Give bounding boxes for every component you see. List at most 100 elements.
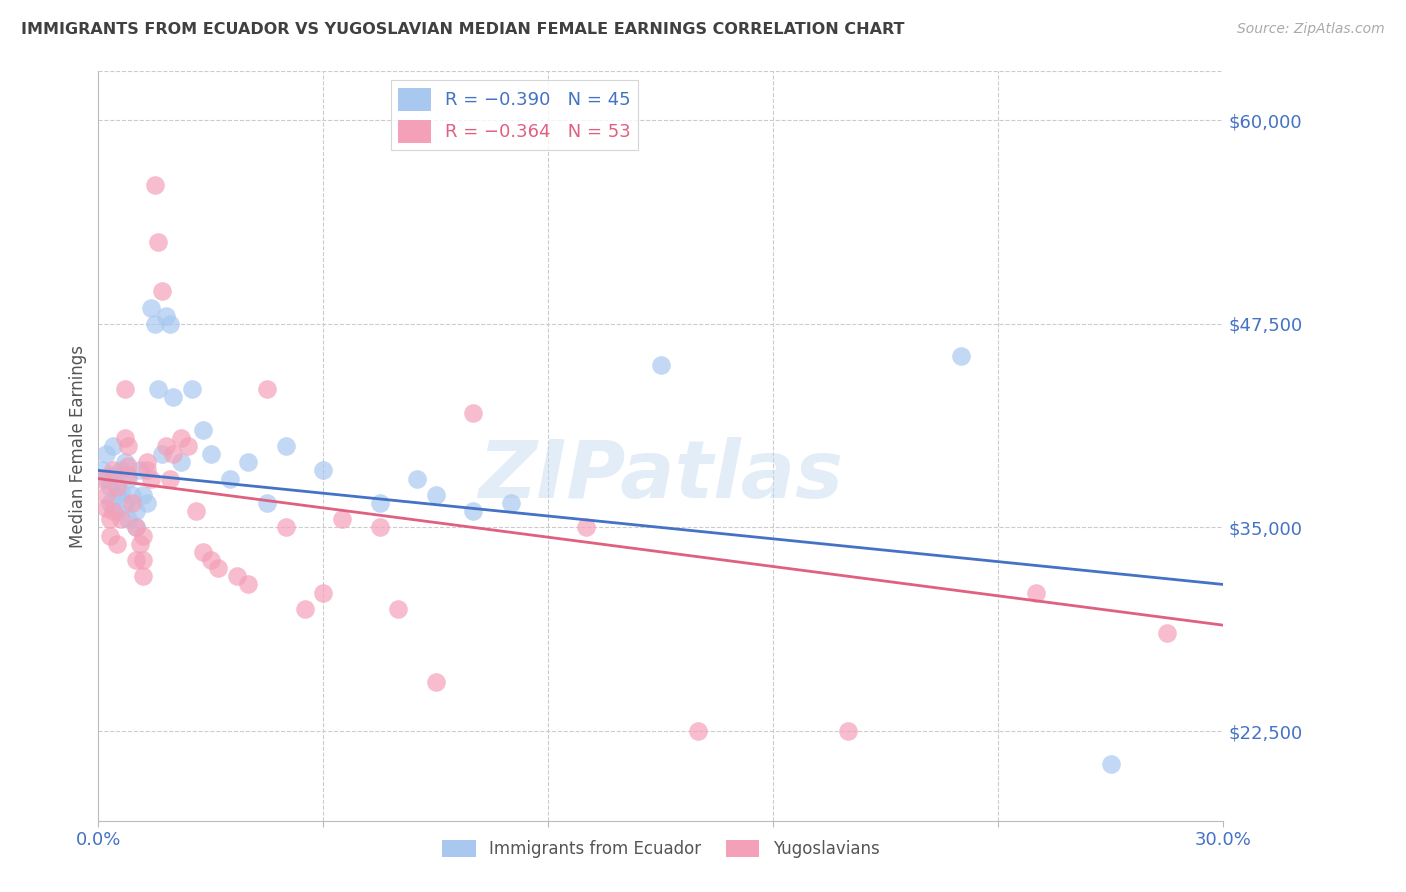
Point bbox=[1025, 585, 1047, 599]
Point bbox=[688, 724, 710, 739]
Point bbox=[114, 496, 136, 510]
Point bbox=[125, 504, 148, 518]
Point bbox=[162, 447, 184, 461]
Point bbox=[499, 496, 522, 510]
Point bbox=[238, 577, 260, 591]
Point bbox=[117, 512, 139, 526]
Point bbox=[125, 520, 148, 534]
Point bbox=[125, 553, 148, 567]
Point bbox=[159, 317, 181, 331]
Point bbox=[136, 455, 159, 469]
Point bbox=[226, 569, 249, 583]
Point bbox=[94, 472, 117, 486]
Point bbox=[274, 439, 297, 453]
Y-axis label: Median Female Earnings: Median Female Earnings bbox=[69, 344, 87, 548]
Point bbox=[98, 496, 121, 510]
Point bbox=[98, 512, 121, 526]
Point bbox=[105, 504, 128, 518]
Point bbox=[117, 458, 139, 473]
Point bbox=[218, 472, 240, 486]
Point bbox=[1156, 626, 1178, 640]
Point bbox=[368, 496, 391, 510]
Point bbox=[181, 382, 204, 396]
Point bbox=[200, 553, 222, 567]
Point bbox=[150, 285, 173, 299]
Point bbox=[94, 500, 117, 515]
Point bbox=[125, 520, 148, 534]
Point bbox=[117, 468, 139, 483]
Point bbox=[91, 463, 114, 477]
Point bbox=[110, 484, 132, 499]
Point bbox=[463, 504, 485, 518]
Point bbox=[148, 382, 170, 396]
Point bbox=[256, 496, 278, 510]
Point bbox=[105, 488, 128, 502]
Point bbox=[148, 235, 170, 250]
Point bbox=[91, 472, 114, 486]
Point bbox=[94, 488, 117, 502]
Point bbox=[121, 488, 143, 502]
Point bbox=[132, 488, 155, 502]
Legend: Immigrants from Ecuador, Yugoslavians: Immigrants from Ecuador, Yugoslavians bbox=[436, 833, 886, 864]
Point bbox=[128, 537, 150, 551]
Point bbox=[121, 496, 143, 510]
Point bbox=[170, 431, 193, 445]
Point bbox=[143, 178, 166, 193]
Point bbox=[98, 480, 121, 494]
Point bbox=[139, 472, 162, 486]
Point bbox=[312, 463, 335, 477]
Text: Source: ZipAtlas.com: Source: ZipAtlas.com bbox=[1237, 22, 1385, 37]
Point bbox=[155, 309, 177, 323]
Point bbox=[949, 350, 972, 364]
Text: ZIPatlas: ZIPatlas bbox=[478, 437, 844, 515]
Point bbox=[193, 423, 215, 437]
Point bbox=[406, 472, 429, 486]
Point bbox=[94, 447, 117, 461]
Point bbox=[294, 602, 316, 616]
Point bbox=[136, 496, 159, 510]
Point bbox=[128, 463, 150, 477]
Point bbox=[98, 528, 121, 542]
Point bbox=[110, 463, 132, 477]
Point bbox=[105, 537, 128, 551]
Point bbox=[575, 520, 598, 534]
Point bbox=[139, 301, 162, 315]
Point bbox=[312, 585, 335, 599]
Point bbox=[177, 439, 200, 453]
Point bbox=[110, 512, 132, 526]
Point bbox=[103, 468, 125, 483]
Point bbox=[103, 504, 125, 518]
Point bbox=[117, 472, 139, 486]
Point bbox=[114, 431, 136, 445]
Point bbox=[837, 724, 859, 739]
Point bbox=[132, 528, 155, 542]
Point bbox=[650, 358, 672, 372]
Point bbox=[117, 439, 139, 453]
Point bbox=[1099, 756, 1122, 771]
Point bbox=[170, 455, 193, 469]
Point bbox=[114, 382, 136, 396]
Point bbox=[155, 439, 177, 453]
Point bbox=[387, 602, 409, 616]
Point bbox=[184, 504, 207, 518]
Point bbox=[162, 390, 184, 404]
Point bbox=[105, 480, 128, 494]
Point bbox=[238, 455, 260, 469]
Point bbox=[103, 439, 125, 453]
Text: IMMIGRANTS FROM ECUADOR VS YUGOSLAVIAN MEDIAN FEMALE EARNINGS CORRELATION CHART: IMMIGRANTS FROM ECUADOR VS YUGOSLAVIAN M… bbox=[21, 22, 904, 37]
Point bbox=[159, 472, 181, 486]
Point bbox=[425, 675, 447, 690]
Point bbox=[136, 463, 159, 477]
Point bbox=[200, 447, 222, 461]
Point bbox=[143, 317, 166, 331]
Point bbox=[114, 455, 136, 469]
Point bbox=[463, 406, 485, 420]
Point bbox=[132, 569, 155, 583]
Point bbox=[425, 488, 447, 502]
Point bbox=[368, 520, 391, 534]
Point bbox=[256, 382, 278, 396]
Point bbox=[193, 545, 215, 559]
Point bbox=[103, 463, 125, 477]
Point bbox=[274, 520, 297, 534]
Point bbox=[132, 553, 155, 567]
